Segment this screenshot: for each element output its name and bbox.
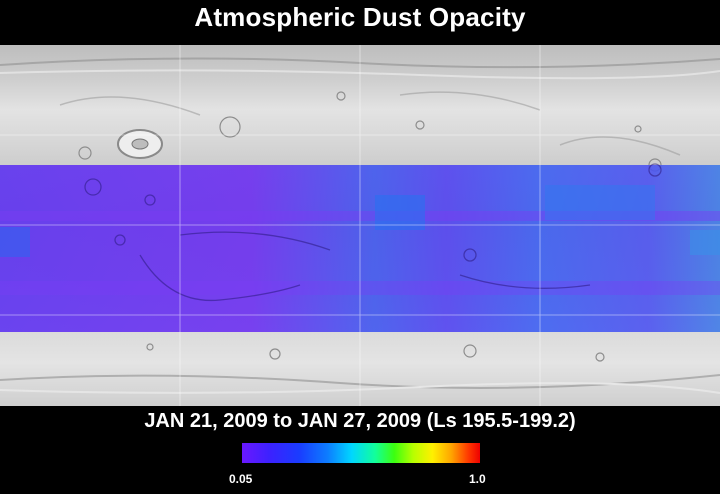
volcano-olympus-mons [117, 129, 163, 159]
map-title: Atmospheric Dust Opacity [194, 2, 526, 32]
band-relief [84, 163, 662, 302]
mars-map [0, 45, 720, 406]
graticule-grid [0, 45, 720, 406]
opacity-colorbar [242, 443, 480, 463]
dust-opacity-patch-4 [690, 230, 720, 255]
dust-opacity-patch-3 [0, 227, 30, 257]
mars-map-canvas [0, 45, 720, 406]
dust-opacity-patch-1 [375, 195, 425, 230]
craters [78, 91, 662, 362]
colorbar-min-label: 0.05 [229, 472, 253, 486]
dust-opacity-patch-2 [545, 185, 655, 220]
colorbar-max-label: 1.0 [469, 472, 486, 486]
date-range-label: JAN 21, 2009 to JAN 27, 2009 (Ls 195.5-1… [144, 410, 576, 432]
